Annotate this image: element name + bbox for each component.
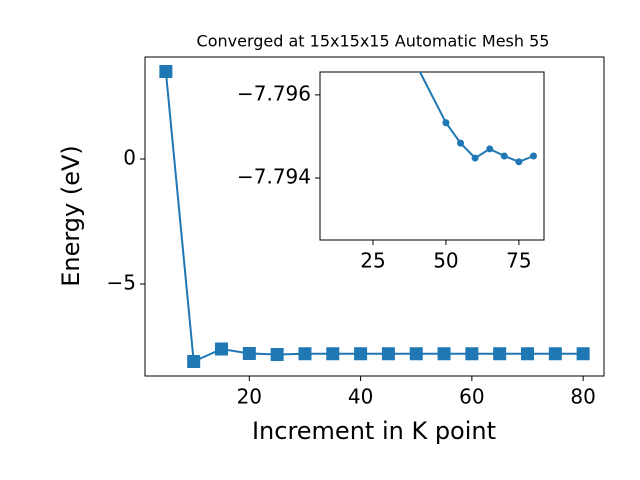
marker: [270, 348, 284, 361]
y-tick-label: 0: [123, 146, 136, 170]
plot-area: [418, 72, 537, 166]
x-tick-label: 25: [360, 249, 385, 273]
y-tick-label: −5: [107, 271, 136, 295]
chart-title: Converged at 15x15x15 Automatic Mesh 55: [197, 32, 550, 51]
marker: [500, 152, 508, 160]
marker: [529, 152, 537, 160]
series-line: [164, 71, 584, 363]
y-axis-label: Energy (eV): [57, 145, 85, 287]
marker: [548, 347, 562, 361]
marker: [409, 347, 423, 361]
marker: [381, 347, 395, 361]
marker: [486, 145, 494, 153]
marker: [242, 347, 256, 360]
marker: [298, 347, 312, 361]
x-tick-label: 40: [348, 385, 373, 409]
marker: [187, 355, 201, 368]
x-axis-label: Increment in K point: [252, 417, 496, 445]
x-tick-label: 60: [459, 385, 484, 409]
marker: [515, 158, 523, 166]
marker: [521, 347, 534, 361]
x-tick-label: 80: [570, 385, 595, 409]
x-tick-label: 75: [506, 249, 531, 273]
marker: [215, 342, 228, 356]
marker: [457, 139, 465, 147]
y-tick-label: −7.794: [237, 165, 311, 189]
y-tick-label: −7.796: [237, 81, 311, 105]
marker: [437, 347, 451, 361]
marker: [354, 347, 368, 361]
x-tick-label: 50: [433, 249, 458, 273]
x-tick-label: 20: [237, 385, 262, 409]
marker: [576, 347, 590, 361]
marker: [159, 65, 173, 78]
marker: [465, 347, 479, 361]
marker: [471, 154, 479, 162]
marker: [326, 347, 340, 361]
marker: [493, 347, 507, 361]
marker: [442, 119, 450, 127]
